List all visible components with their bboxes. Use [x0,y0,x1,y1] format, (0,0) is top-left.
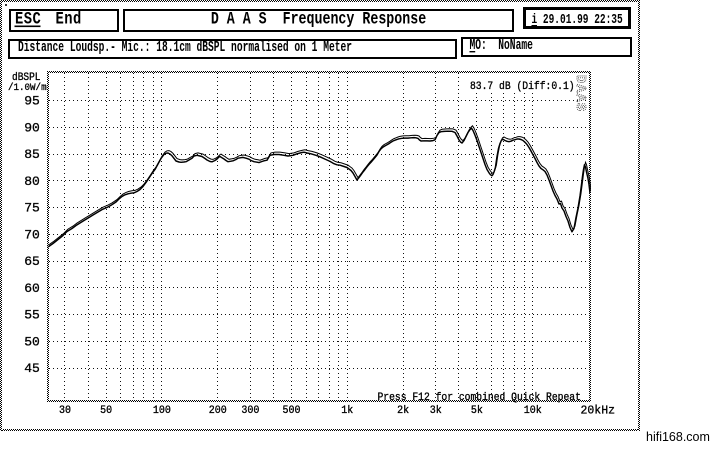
svg-text:500: 500 [282,405,300,417]
svg-text:/1.0W/m: /1.0W/m [8,82,47,94]
svg-text:End: End [56,9,82,29]
svg-text:i 29.01.99 22:35: i 29.01.99 22:35 [532,11,623,27]
svg-text:60: 60 [24,281,40,296]
svg-text:D A A S Frequency Response: D A A S Frequency Response [211,9,426,29]
svg-text:45: 45 [24,361,40,376]
svg-text:Distance Loudsp.- Mic.: 18.1cm: Distance Loudsp.- Mic.: 18.1cm dBSPL nor… [18,39,352,56]
svg-text:65: 65 [24,254,40,269]
svg-text:dBSPL: dBSPL [12,72,40,85]
svg-text:ESC: ESC [15,9,41,29]
svg-text:85: 85 [24,147,40,162]
svg-text:30: 30 [59,405,71,417]
svg-text:20kHz: 20kHz [581,405,616,418]
svg-text:200: 200 [209,405,227,417]
svg-text:83.7 dB (Diff:0.1): 83.7 dB (Diff:0.1) [470,81,575,94]
svg-text:5k: 5k [471,405,483,417]
svg-text:300: 300 [241,405,259,417]
svg-text:90: 90 [24,120,40,135]
svg-text:2k: 2k [397,405,409,417]
svg-text:DAAS: DAAS [572,75,587,112]
svg-text:95: 95 [24,94,40,109]
svg-text:Press F12 for combined Quick R: Press F12 for combined Quick Repeat [378,392,581,405]
svg-text:MO: NoName: MO: NoName [470,37,533,54]
svg-text:3k: 3k [430,405,442,417]
svg-text:50: 50 [24,334,40,349]
svg-text:100: 100 [153,405,171,417]
svg-text:50: 50 [100,405,112,417]
svg-text:70: 70 [24,227,40,242]
svg-text:75: 75 [24,201,40,216]
svg-text:1k: 1k [341,405,353,417]
svg-text:55: 55 [24,308,40,323]
svg-text:10k: 10k [524,405,542,417]
svg-text:80: 80 [24,174,40,189]
